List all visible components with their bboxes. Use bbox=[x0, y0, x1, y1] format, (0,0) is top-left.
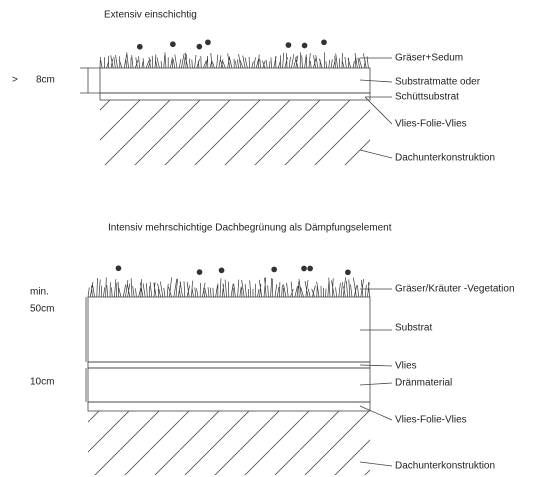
extensive-layers bbox=[80, 67, 371, 165]
flower bbox=[285, 42, 292, 48]
vegetation bbox=[87, 39, 370, 298]
flower bbox=[301, 42, 308, 49]
flower bbox=[170, 41, 176, 48]
title: Extensiv einschichtig bbox=[104, 10, 197, 21]
layer-label: Vlies-Folie-Vlies bbox=[395, 119, 467, 130]
flower bbox=[196, 43, 203, 50]
grass bbox=[99, 52, 369, 69]
layer-label: Vlies bbox=[395, 361, 417, 372]
layer-label: Dachunterkonstruktion bbox=[395, 461, 495, 472]
flower bbox=[136, 43, 143, 50]
leader-lines bbox=[359, 57, 393, 467]
layer-label: Gräser+Sedum bbox=[395, 53, 463, 64]
intensive-layers bbox=[85, 296, 371, 475]
dim-marker: > bbox=[12, 75, 18, 86]
flower bbox=[345, 269, 351, 276]
flower bbox=[218, 267, 225, 274]
flower bbox=[196, 269, 203, 275]
layer-label: Vlies-Folie-Vlies bbox=[395, 415, 467, 426]
flower bbox=[321, 39, 327, 46]
layer-label: Dränmaterial bbox=[395, 378, 452, 389]
layer-label: Dachunterkonstruktion bbox=[395, 153, 495, 164]
flower bbox=[301, 265, 307, 272]
dim-label: min. bbox=[30, 287, 49, 298]
layer-label: Substratmatte oder bbox=[395, 77, 481, 88]
flower bbox=[205, 39, 211, 46]
flower bbox=[271, 266, 278, 273]
flower bbox=[115, 265, 122, 272]
dim-label: 8cm bbox=[36, 75, 55, 86]
dim-label: 10cm bbox=[30, 377, 54, 388]
layer-label: Schüttsubstrat bbox=[395, 92, 459, 103]
dim-label: 50cm bbox=[30, 304, 54, 315]
flower bbox=[307, 265, 313, 272]
title: Intensiv mehrschichtige Dachbegrünung al… bbox=[108, 223, 392, 234]
layer-label: Substrat bbox=[395, 323, 432, 334]
grass bbox=[87, 277, 370, 298]
layer-label: Gräser/Kräuter -Vegetation bbox=[395, 284, 515, 295]
